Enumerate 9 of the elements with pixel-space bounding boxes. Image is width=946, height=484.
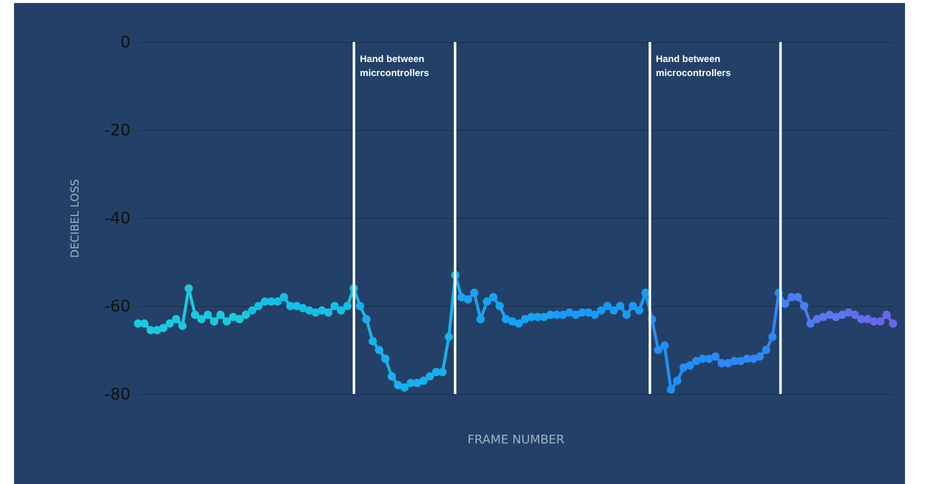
- y-axis-title: DECIBEL LOSS: [68, 179, 82, 258]
- y-tick-label: -40: [104, 208, 130, 228]
- y-tick-label: -20: [104, 120, 130, 140]
- y-tick-label: -80: [104, 384, 130, 404]
- y-tick-label: 0: [120, 32, 130, 52]
- x-axis-title: FRAME NUMBER: [468, 432, 564, 446]
- y-tick-label: -60: [104, 296, 130, 316]
- annotation: Hand between microcontrollers: [656, 54, 731, 79]
- annotation: Hand between micrcontrollers: [360, 54, 430, 79]
